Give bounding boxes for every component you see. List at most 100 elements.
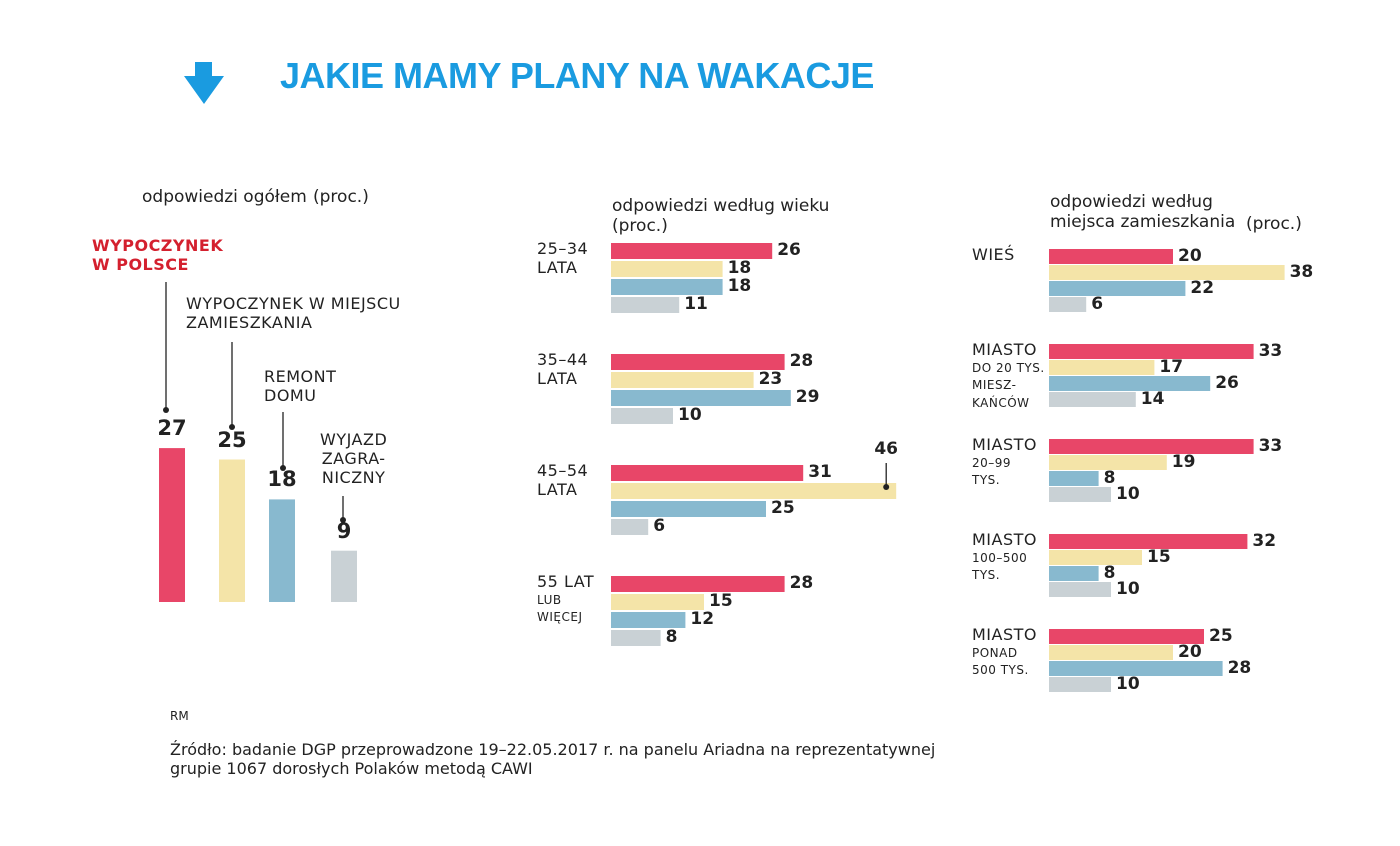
- unit-label: (proc.): [1246, 214, 1302, 234]
- bar: [611, 297, 680, 313]
- value-label: 10: [1116, 483, 1140, 504]
- value-label: 31: [808, 462, 832, 482]
- value-label: 27: [157, 416, 187, 441]
- value-label: 25: [771, 498, 795, 518]
- category-label: 45–54 LATA: [537, 461, 589, 500]
- bar: [611, 594, 704, 610]
- leader-dot: [163, 407, 169, 413]
- bar: [611, 483, 897, 499]
- value-label: 8: [1103, 562, 1116, 583]
- value-label: 12: [690, 609, 715, 629]
- value-label: 32: [1252, 530, 1277, 551]
- value-label: 33: [1258, 435, 1283, 456]
- category-label: MIASTO: [972, 340, 1037, 359]
- bar: [1049, 297, 1087, 312]
- bar: [269, 499, 295, 602]
- value-label: 25: [217, 427, 247, 452]
- category-label: 55 LAT: [537, 572, 595, 591]
- bar: [1049, 661, 1223, 676]
- category-label: MIASTO: [972, 625, 1037, 644]
- unit-label: (proc.): [313, 187, 369, 207]
- leader-dot: [229, 424, 235, 430]
- bar: [611, 261, 723, 277]
- bar: [611, 279, 723, 295]
- bar: [1049, 249, 1173, 264]
- bar: [1049, 392, 1136, 407]
- category-label: REMONT DOMU: [264, 367, 337, 406]
- bar: [611, 465, 804, 481]
- category-label: 35–44 LATA: [537, 350, 589, 389]
- bar: [1049, 629, 1204, 644]
- value-label: 10: [678, 405, 702, 425]
- unit-label: (proc.): [612, 216, 668, 236]
- value-label: 8: [1103, 467, 1116, 488]
- value-label: 10: [1116, 578, 1140, 599]
- bar: [611, 630, 661, 646]
- subtitle: odpowiedzi według miejsca zamieszkania: [1050, 192, 1236, 233]
- category-label: MIASTO: [972, 435, 1037, 454]
- value-label: 11: [684, 294, 708, 314]
- value-label: 20: [1178, 245, 1202, 266]
- bar: [611, 612, 686, 628]
- value-label: 15: [1147, 546, 1171, 567]
- bar: [159, 448, 185, 602]
- subtitle: odpowiedzi ogółem: [142, 187, 307, 207]
- category-note: LUB WIĘCEJ: [537, 593, 583, 625]
- value-label: 8: [665, 627, 678, 647]
- value-label: 17: [1159, 356, 1184, 377]
- bar: [1049, 376, 1211, 391]
- category-note: PONAD 500 TYS.: [972, 646, 1029, 678]
- value-label: 15: [709, 591, 733, 611]
- value-label: 25: [1209, 625, 1233, 646]
- bar: [611, 372, 754, 388]
- bar: [611, 390, 791, 406]
- category-label: WIEŚ: [972, 245, 1015, 264]
- value-label: 38: [1289, 261, 1314, 282]
- category-label: WYJAZD ZAGRA- NICZNY: [320, 430, 388, 488]
- bar: [611, 501, 766, 517]
- pointer-dot: [883, 484, 890, 490]
- category-label: WYPOCZYNEK W MIEJSCU ZAMIESZKANIA: [186, 294, 401, 333]
- value-label: 26: [1215, 372, 1239, 393]
- bar: [1049, 677, 1111, 692]
- bar: [1049, 344, 1254, 359]
- bar: [1049, 455, 1167, 470]
- bar: [1049, 582, 1111, 597]
- bar: [219, 459, 245, 602]
- source: Źródło: badanie DGP przeprowadzone 19–22…: [170, 740, 936, 779]
- bar: [1049, 566, 1099, 581]
- value-label: 46: [874, 439, 899, 459]
- author: RM: [170, 709, 189, 723]
- bar: [1049, 360, 1155, 375]
- bar: [1049, 471, 1099, 486]
- bar: [611, 243, 773, 259]
- category-note: DO 20 TYS. MIESZ- KAŃCÓW: [972, 361, 1045, 410]
- value-label: 18: [727, 258, 752, 278]
- arrow-icon: [184, 62, 224, 104]
- bar: [611, 519, 649, 535]
- bar: [1049, 265, 1285, 280]
- category-label: WYPOCZYNEK W POLSCE: [92, 236, 224, 275]
- value-label: 6: [653, 516, 666, 536]
- value-label: 33: [1258, 340, 1283, 361]
- value-label: 14: [1140, 388, 1165, 409]
- value-label: 23: [758, 369, 783, 389]
- value-label: 9: [336, 518, 352, 543]
- value-label: 10: [1116, 673, 1140, 694]
- bar: [1049, 439, 1254, 454]
- value-label: 19: [1171, 451, 1196, 472]
- bar: [1049, 550, 1142, 565]
- category-label: MIASTO: [972, 530, 1037, 549]
- value-label: 26: [777, 240, 801, 260]
- value-label: 20: [1178, 641, 1202, 662]
- value-label: 28: [1227, 657, 1252, 678]
- bar: [1049, 487, 1111, 502]
- value-label: 18: [267, 467, 297, 492]
- bar: [611, 576, 785, 592]
- category-label: 25–34 LATA: [537, 239, 589, 278]
- value-label: 29: [795, 387, 820, 407]
- value-label: 22: [1190, 277, 1215, 298]
- value-label: 28: [789, 573, 814, 593]
